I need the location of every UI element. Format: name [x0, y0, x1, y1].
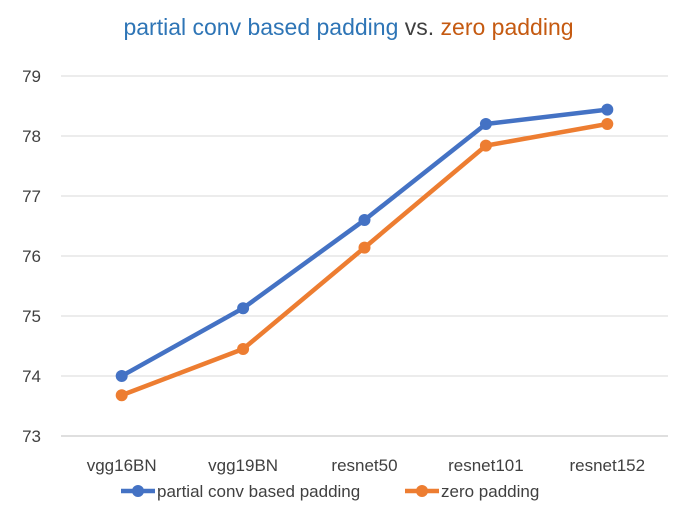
data-point [601, 118, 614, 130]
y-tick-label: 75 [22, 307, 41, 326]
chart-title: partial conv based padding vs. zero padd… [0, 14, 697, 41]
legend-marker [132, 485, 144, 497]
chart-title-part: partial conv based padding [123, 14, 399, 40]
legend-item: partial conv based padding [121, 482, 360, 501]
series-zero-padding [115, 118, 614, 402]
y-tick-label: 73 [22, 427, 41, 446]
x-tick-label: resnet101 [448, 456, 524, 475]
x-tick-label: resnet50 [331, 456, 397, 475]
x-tick-label: resnet152 [569, 456, 645, 475]
y-tick-label: 77 [22, 187, 41, 206]
chart-title-part: vs. [398, 14, 441, 40]
legend-item: zero padding [405, 482, 539, 501]
chart-title-part: zero padding [440, 14, 574, 40]
legend-label: zero padding [441, 482, 539, 501]
data-point [115, 389, 128, 402]
y-tick-label: 74 [22, 367, 41, 386]
x-axis-tick-labels: vgg16BN vgg19BN resnet50 resnet101 resnet152 [87, 456, 645, 475]
x-tick-label: vgg19BN [208, 456, 278, 475]
series-lines [115, 103, 614, 402]
data-point [358, 241, 371, 254]
data-point [237, 343, 250, 355]
x-tick-label: vgg16BN [87, 456, 157, 475]
series-line [119, 121, 610, 398]
data-point [479, 139, 492, 152]
series-partial-conv-based-padding [115, 103, 614, 382]
y-axis-tick-labels: 73 74 75 76 77 78 79 [22, 67, 41, 446]
data-point [479, 118, 492, 130]
data-point [115, 370, 128, 382]
y-tick-label: 76 [22, 247, 41, 266]
data-point [237, 302, 250, 315]
legend-label: partial conv based padding [157, 482, 360, 501]
data-point [358, 214, 371, 226]
legend: partial conv based padding zero padding [121, 482, 539, 501]
y-tick-label: 79 [22, 67, 41, 86]
legend-marker [416, 485, 428, 497]
gridlines [61, 75, 668, 437]
data-point [601, 103, 614, 116]
y-tick-label: 78 [22, 127, 41, 146]
